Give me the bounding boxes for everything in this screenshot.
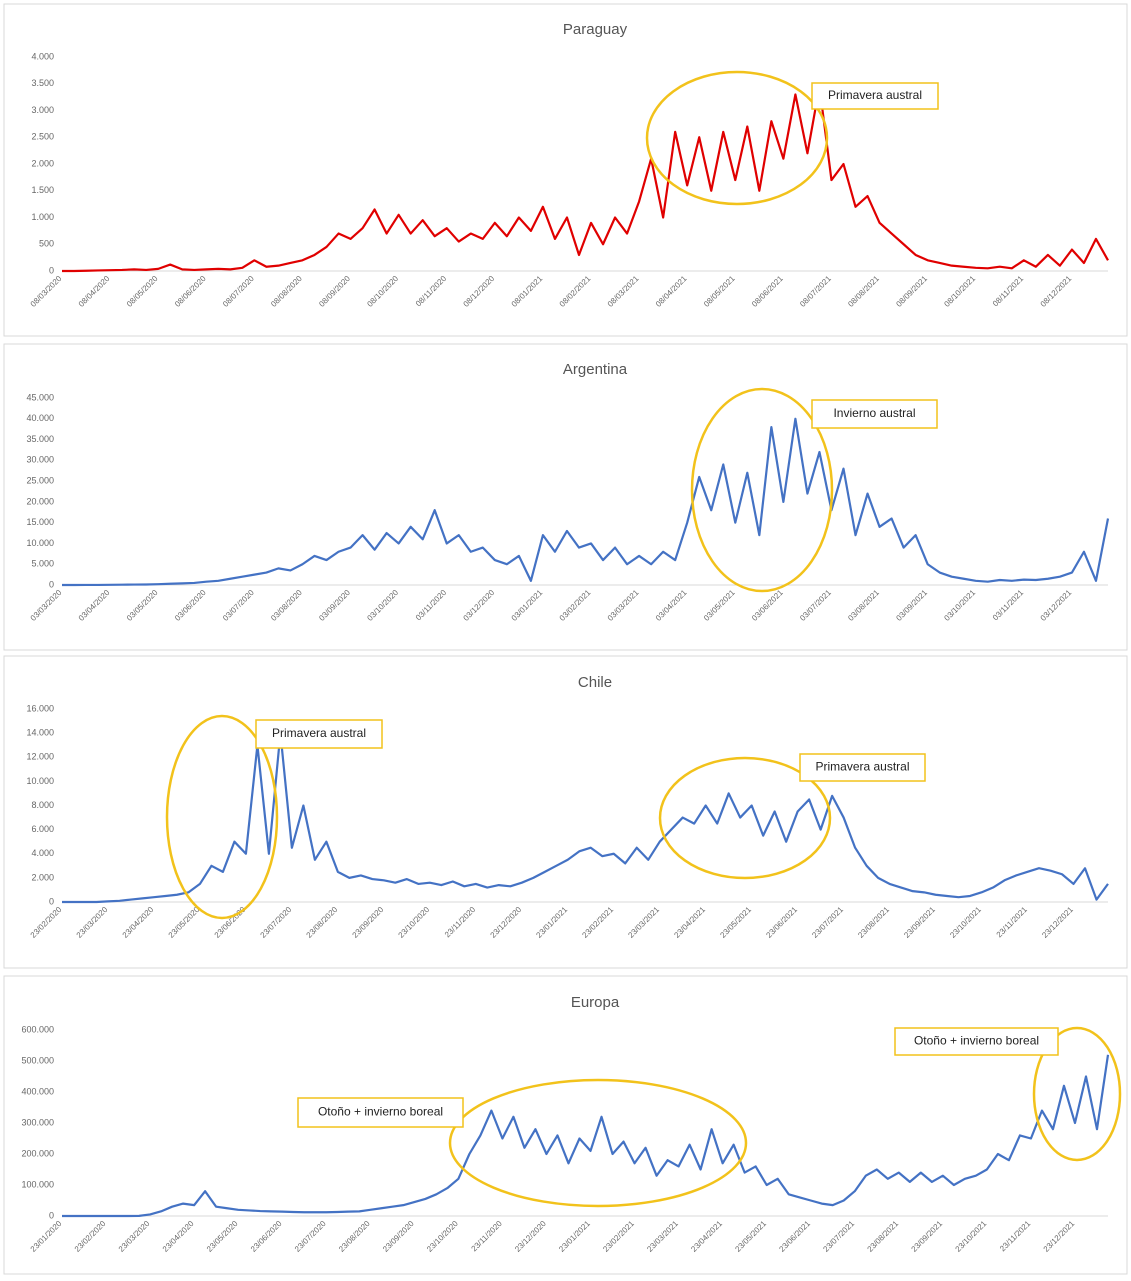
annotation-box bbox=[811, 399, 938, 429]
chart-panel bbox=[3, 3, 1128, 337]
y-tick-label: 0 bbox=[49, 265, 54, 275]
annotation-box bbox=[255, 719, 383, 749]
chart-panel bbox=[3, 655, 1128, 969]
annotation-box bbox=[811, 82, 939, 110]
y-tick-label: 100.000 bbox=[21, 1179, 54, 1189]
y-tick-label: 2.500 bbox=[31, 132, 54, 142]
y-tick-label: 2.000 bbox=[31, 158, 54, 168]
annotation-text: Invierno austral bbox=[833, 406, 915, 420]
y-tick-label: 3.000 bbox=[31, 105, 54, 115]
annotation-text: Primavera austral bbox=[828, 88, 922, 102]
highlight-ellipse bbox=[658, 756, 832, 880]
y-tick-label: 10.000 bbox=[26, 776, 54, 786]
y-tick-label: 25.000 bbox=[26, 475, 54, 485]
chart-panel bbox=[3, 975, 1128, 1275]
y-tick-label: 0 bbox=[49, 1210, 54, 1220]
chart-title: Europa bbox=[571, 994, 620, 1011]
y-tick-label: 45.000 bbox=[26, 392, 54, 402]
y-tick-label: 0 bbox=[49, 896, 54, 906]
annotation-text: Primavera austral bbox=[815, 760, 909, 774]
highlight-ellipse bbox=[645, 70, 829, 206]
y-tick-label: 6.000 bbox=[31, 824, 54, 834]
y-tick-label: 16.000 bbox=[26, 703, 54, 713]
y-tick-label: 40.000 bbox=[26, 413, 54, 423]
annotation-box bbox=[799, 753, 926, 782]
y-tick-label: 400.000 bbox=[21, 1086, 54, 1096]
chart-title: Argentina bbox=[563, 361, 628, 378]
y-tick-label: 500 bbox=[39, 239, 54, 249]
y-tick-label: 600.000 bbox=[21, 1024, 54, 1034]
y-tick-label: 8.000 bbox=[31, 800, 54, 810]
annotation-box bbox=[894, 1027, 1059, 1056]
y-tick-label: 3.500 bbox=[31, 78, 54, 88]
y-tick-label: 0 bbox=[49, 579, 54, 589]
y-tick-label: 30.000 bbox=[26, 455, 54, 465]
y-tick-label: 14.000 bbox=[26, 728, 54, 738]
y-tick-label: 10.000 bbox=[26, 538, 54, 548]
chart-title: Chile bbox=[578, 674, 612, 691]
annotation-text: Otoño + invierno boreal bbox=[318, 1105, 443, 1119]
y-tick-label: 4.000 bbox=[31, 848, 54, 858]
y-tick-label: 5.000 bbox=[31, 559, 54, 569]
y-tick-label: 500.000 bbox=[21, 1055, 54, 1065]
data-line bbox=[62, 417, 1110, 587]
data-line bbox=[62, 85, 1109, 273]
y-tick-label: 12.000 bbox=[26, 752, 54, 762]
y-tick-label: 35.000 bbox=[26, 434, 54, 444]
y-tick-label: 1.500 bbox=[31, 185, 54, 195]
highlight-ellipse bbox=[690, 387, 834, 593]
y-tick-label: 1.000 bbox=[31, 212, 54, 222]
y-tick-label: 15.000 bbox=[26, 517, 54, 527]
annotation-text: Primavera austral bbox=[272, 726, 366, 740]
data-line bbox=[62, 1054, 1110, 1218]
y-tick-label: 2.000 bbox=[31, 872, 54, 882]
y-tick-label: 20.000 bbox=[26, 496, 54, 506]
y-tick-label: 300.000 bbox=[21, 1117, 54, 1127]
highlight-ellipse bbox=[1032, 1026, 1122, 1162]
data-line bbox=[62, 732, 1109, 904]
chart-title: Paraguay bbox=[563, 21, 628, 38]
chart-panel bbox=[3, 343, 1128, 651]
y-tick-label: 200.000 bbox=[21, 1148, 54, 1158]
y-tick-label: 4.000 bbox=[31, 51, 54, 61]
highlight-ellipse bbox=[165, 714, 279, 920]
highlight-ellipse bbox=[448, 1078, 748, 1208]
annotation-text: Otoño + invierno boreal bbox=[914, 1034, 1039, 1048]
annotation-box bbox=[297, 1097, 464, 1128]
